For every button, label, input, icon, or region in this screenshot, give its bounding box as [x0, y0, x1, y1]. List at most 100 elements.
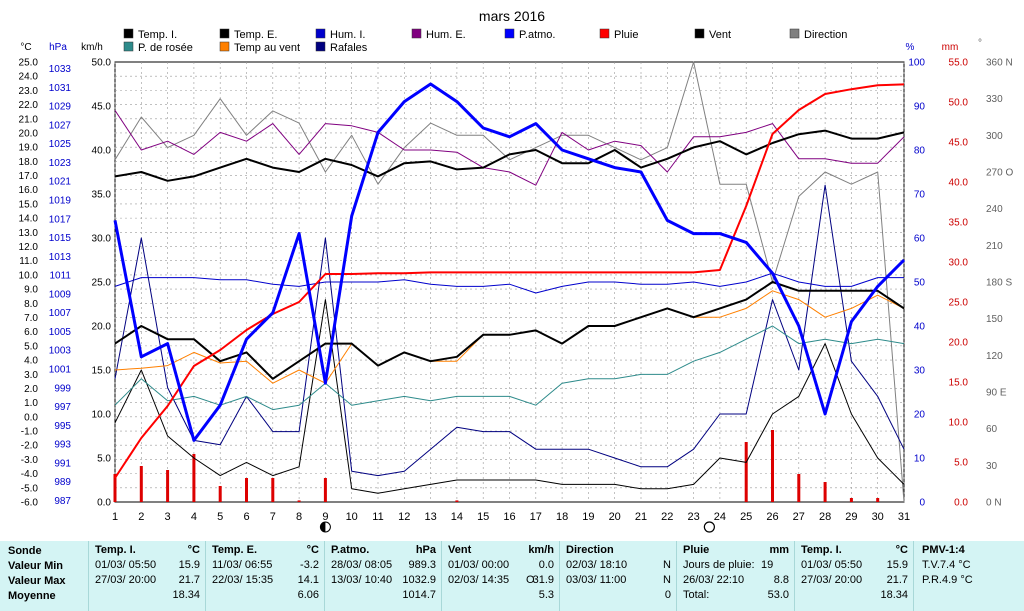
temp-i-max-date: 27/03/ 20:00 [95, 574, 157, 586]
x-tick-label: 9 [322, 511, 328, 523]
temp-i-title: Temp. I. [95, 544, 136, 556]
x-tick-label: 26 [766, 511, 778, 523]
wind-tick-label: 30.0 [92, 234, 112, 245]
pressure-tick-label: 1001 [49, 365, 72, 376]
series-lines [113, 61, 906, 503]
temp-i2-title: Temp. I. [801, 544, 842, 556]
direction-tick-label: 120 [986, 351, 1003, 362]
pluie-unit: mm [769, 544, 789, 556]
temp-i-max: 21.7 [178, 574, 200, 586]
vent-max: 31.9 [532, 574, 554, 586]
rain-tick-label: 35.0 [949, 218, 969, 229]
temp-tick-label: -4.0 [21, 469, 39, 480]
rain-bar [823, 482, 827, 502]
temp-tick-label: -3.0 [21, 455, 39, 466]
legend-swatch [694, 28, 705, 39]
humidity-tick-label: 50 [914, 278, 926, 289]
direction-tick-label: 180 S [986, 278, 1012, 289]
pmv-pr: P.R.4.9 °C [922, 574, 973, 586]
summary-pluie: Pluie mm Jours de pluie: 19 26/03/ 22:10… [676, 541, 795, 611]
wind-tick-label: 25.0 [92, 278, 112, 289]
vent-max-date: 02/03/ 14:35 [448, 574, 510, 586]
humidity-unit-label: % [906, 42, 915, 53]
legend: Temp. I. Temp. E. Hum. I. Hum. E. P.atmo. Plu… [123, 28, 847, 54]
temp-tick-label: 17.0 [19, 171, 39, 182]
temp-i-avg: 18.34 [172, 589, 200, 601]
temp-tick-label: 21.0 [19, 114, 39, 125]
patmo-title: P.atmo. [331, 544, 370, 556]
rain-bar [797, 474, 801, 502]
pressure-tick-label: 1017 [49, 214, 72, 225]
wind-tick-label: 15.0 [92, 366, 112, 377]
vent-min-date: 01/03/ 00:00 [448, 559, 510, 571]
rain-bar [218, 486, 222, 502]
temp-i2-avg: 18.34 [880, 589, 908, 601]
series-line [113, 82, 906, 442]
humidity-tick-label: 40 [914, 322, 926, 333]
pressure-tick-label: 989 [54, 477, 71, 488]
temp-tick-label: 5.0 [24, 341, 38, 352]
temp-tick-label: 24.0 [19, 72, 39, 83]
pluie-total-label: Total: [683, 589, 710, 601]
series-line [114, 299, 905, 494]
pressure-tick-label: 1005 [49, 327, 72, 338]
legend-label: Temp. I. [138, 29, 177, 41]
x-tick-label: 14 [451, 511, 463, 523]
temp-tick-label: 11.0 [19, 256, 38, 267]
series-line [114, 110, 905, 186]
pressure-tick-label: 1027 [49, 120, 72, 131]
summary-table: Sonde Valeur Min Valeur Max Moyenne Temp… [0, 541, 1024, 611]
temp-tick-label: 8.0 [24, 299, 38, 310]
legend-swatch [599, 28, 610, 39]
x-tick-label: 30 [872, 511, 884, 523]
pressure-tick-label: 1015 [49, 233, 72, 244]
axis-unit-labels: °C hPa km/h% mm ° [20, 38, 982, 53]
vent-avg: 5.3 [538, 589, 554, 601]
temp-i2-max: 21.7 [886, 574, 908, 586]
pmv-title: PMV-1:4 [922, 544, 965, 556]
x-tick-label: 15 [477, 511, 489, 523]
rain-bar [245, 478, 248, 502]
x-tick-label: 31 [898, 511, 910, 523]
patmo-avg: 1014.7 [402, 589, 436, 601]
rain-bar [771, 430, 774, 502]
patmo-min: 989.3 [408, 559, 436, 571]
direction-tick-label: 300 [986, 131, 1003, 142]
legend-label: Direction [804, 29, 847, 41]
series-line [114, 129, 905, 182]
x-tick-label: 3 [165, 511, 171, 523]
summary-vent: Vent km/h 01/03/ 00:00 0.0 02/03/ 14:35 … [441, 541, 560, 611]
temp-i-min: 15.9 [178, 559, 200, 571]
wind-tick-label: 45.0 [92, 102, 112, 113]
temp-tick-label: 3.0 [24, 370, 38, 381]
direction-title: Direction [566, 544, 614, 556]
rain-tick-label: 0.0 [954, 498, 968, 509]
pressure-tick-label: 995 [54, 421, 71, 432]
humidity-tick-label: 60 [914, 234, 926, 245]
pressure-tick-label: 1029 [49, 102, 72, 113]
direction-max-date: 03/03/ 11:00 [566, 574, 627, 586]
x-tick-label: 16 [503, 511, 515, 523]
rain-tick-label: 50.0 [949, 98, 969, 109]
legend-swatch [315, 41, 326, 52]
series-line [114, 281, 905, 380]
legend-label: Pluie [614, 29, 638, 41]
pressure-unit-label: hPa [49, 42, 67, 53]
rain-bar [166, 470, 170, 502]
temp-i-min-date: 01/03/ 05:50 [95, 559, 157, 571]
pmv-tv: T.V.7.4 °C [922, 559, 971, 571]
direction-unit-label: ° [978, 38, 982, 49]
rain-bar [455, 500, 459, 502]
rain-tick-label: 45.0 [949, 138, 969, 149]
x-tick-label: 19 [582, 511, 594, 523]
temp-tick-label: -1.0 [21, 427, 39, 438]
direction-tick-label: 330 [986, 94, 1003, 105]
wind-tick-label: 5.0 [97, 454, 111, 465]
pluie-jours: 19 [761, 559, 774, 571]
temp-e-unit: °C [306, 544, 319, 556]
humidity-tick-label: 30 [914, 366, 926, 377]
temp-e-max: 14.1 [297, 574, 319, 586]
humidity-tick-label: 90 [914, 102, 926, 113]
temp-tick-label: 19.0 [19, 143, 39, 154]
direction-avg: 0 [664, 589, 671, 601]
